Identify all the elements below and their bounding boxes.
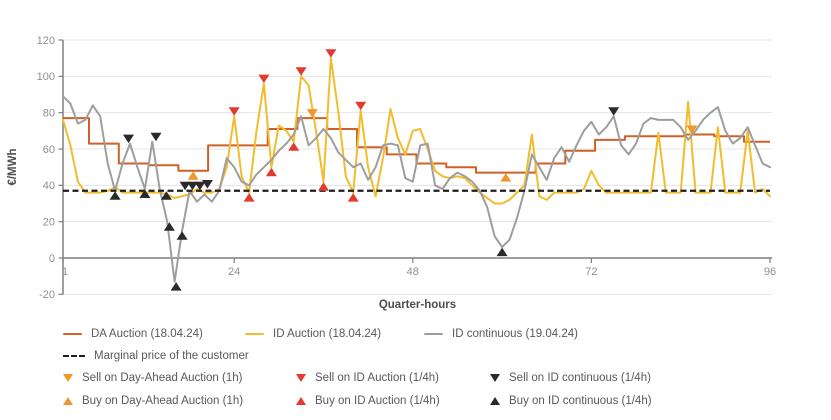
legend-buy-idc: Buy on ID continuous (1/4h) <box>490 395 652 407</box>
legend-sell-idc: Sell on ID continuous (1/4h) <box>490 372 651 384</box>
buy-id-continuous-icon <box>490 397 500 405</box>
svg-text:72: 72 <box>585 266 597 278</box>
legend-marginal-price-label: Marginal price of the customer <box>94 350 249 362</box>
svg-text:60: 60 <box>43 144 55 156</box>
legend-buy-da: Buy on Day-Ahead Auction (1h) <box>63 395 243 407</box>
legend-sell-idc-label: Sell on ID continuous (1/4h) <box>509 372 651 384</box>
legend-buy-idc-label: Buy on ID continuous (1/4h) <box>509 395 652 407</box>
legend-da-auction: DA Auction (18.04.24) <box>63 328 203 340</box>
svg-text:48: 48 <box>407 266 419 278</box>
legend-sell-da: Sell on Day-Ahead Auction (1h) <box>63 372 242 384</box>
sell-id-continuous-icon <box>490 374 500 382</box>
svg-text:Quarter-hours: Quarter-hours <box>379 299 456 311</box>
legend-buy-ida: Buy on ID Auction (1/4h) <box>296 395 440 407</box>
buy-id-auction-icon <box>296 397 306 405</box>
svg-text:0: 0 <box>49 253 55 265</box>
id-continuous-line-swatch <box>424 332 443 336</box>
legend-id-auction: ID Auction (18.04.24) <box>245 328 381 340</box>
price-chart-svg: -20 0 20 40 60 80 100 120 1 24 48 72 96 €/MWh Quarter-… <box>7 35 776 311</box>
svg-text:120: 120 <box>37 35 55 47</box>
svg-text:-20: -20 <box>39 289 55 301</box>
svg-text:€/MWh: €/MWh <box>7 148 19 185</box>
svg-text:96: 96 <box>764 266 776 278</box>
legend-sell-ida-label: Sell on ID Auction (1/4h) <box>315 372 440 384</box>
id-auction-line-swatch <box>245 332 264 336</box>
chart-area: -20 0 20 40 60 80 100 120 1 24 48 72 96 €/MWh Quarter-… <box>7 35 776 311</box>
legend-sell-ida: Sell on ID Auction (1/4h) <box>296 372 439 384</box>
legend-marginal-price: Marginal price of the customer <box>63 350 249 362</box>
sell-id-auction-icon <box>296 374 306 382</box>
svg-text:24: 24 <box>228 266 240 278</box>
da-auction-line-swatch <box>63 332 82 336</box>
legend-id-continuous: ID continuous (19.04.24) <box>424 328 578 340</box>
legend-sell-da-label: Sell on Day-Ahead Auction (1h) <box>82 372 243 384</box>
svg-text:100: 100 <box>37 71 55 83</box>
legend-da-auction-label: DA Auction (18.04.24) <box>91 328 203 340</box>
svg-text:80: 80 <box>43 107 55 119</box>
legend-id-auction-label: ID Auction (18.04.24) <box>273 328 382 340</box>
legend-id-continuous-label: ID continuous (19.04.24) <box>452 328 578 340</box>
svg-text:20: 20 <box>43 216 55 228</box>
legend-buy-da-label: Buy on Day-Ahead Auction (1h) <box>82 395 244 407</box>
buy-day-ahead-icon <box>63 397 73 405</box>
legend-buy-ida-label: Buy on ID Auction (1/4h) <box>315 395 440 407</box>
sell-day-ahead-icon <box>63 374 73 382</box>
svg-text:40: 40 <box>43 180 55 192</box>
svg-text:1: 1 <box>62 266 68 278</box>
marginal-price-dash-swatch <box>63 355 85 357</box>
